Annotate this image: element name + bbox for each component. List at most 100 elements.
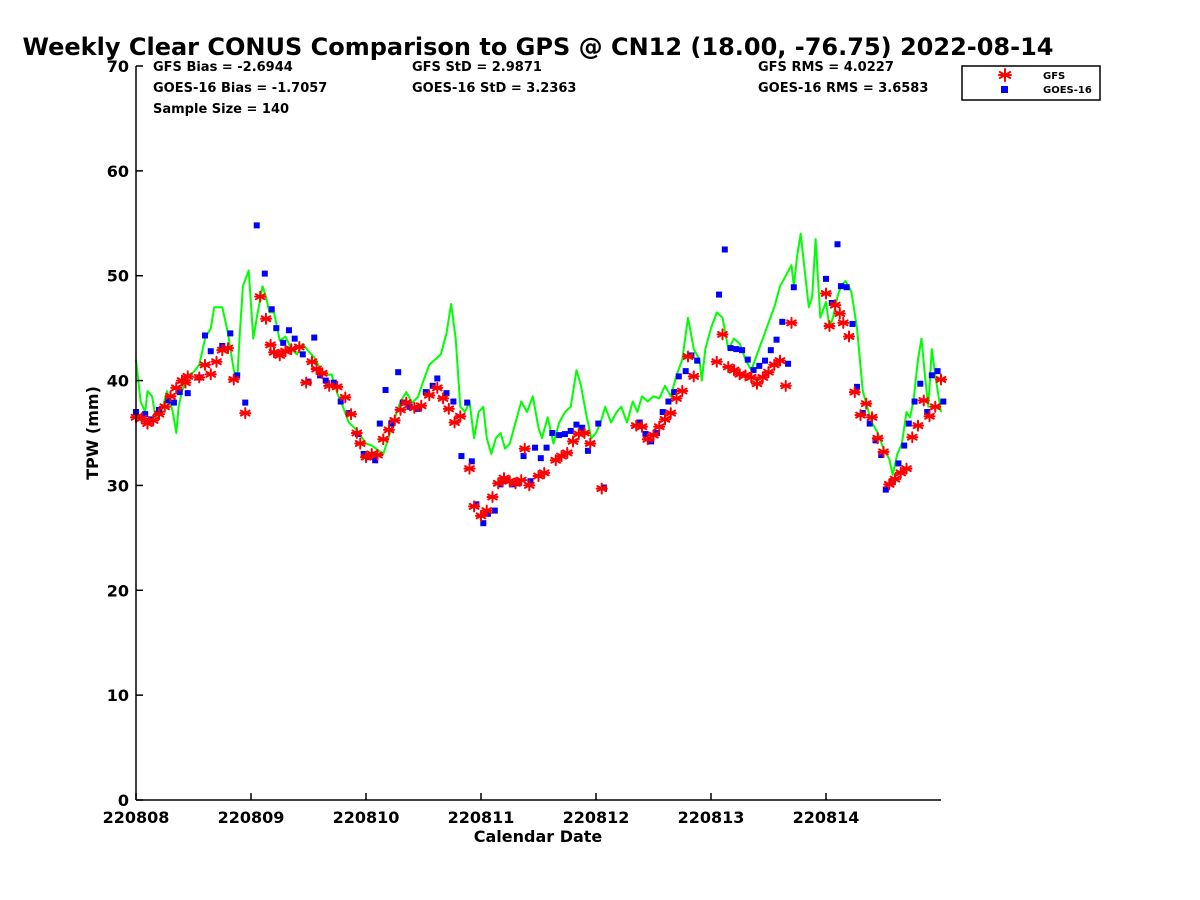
legend-box [961,65,1101,101]
gfs-point [239,407,252,420]
gfs-point [670,392,683,405]
gfs-point [153,408,165,421]
goes-point [520,453,527,460]
y-tick-label: 10 [107,686,129,705]
gfs-point [345,408,358,421]
y-ticks: 0 10 20 30 40 50 60 70 [107,57,143,810]
gfs-point [147,414,160,427]
gfs-point [917,394,930,407]
gfs-point [929,400,942,413]
gfs-point [463,462,476,475]
goes-point [280,339,287,346]
stat-gfs-rms: GFS RMS = 4.0227 [758,60,894,75]
gfs-point [923,410,936,423]
goes-point [895,460,902,467]
x-tick-label: 220812 [563,808,630,827]
gfs-point [480,504,493,517]
goes-point [940,398,947,405]
gfs-point [823,320,836,333]
gfs-point [664,407,677,420]
y-tick-label: 60 [107,162,129,181]
goes-point [443,390,450,397]
goes-point [682,368,689,375]
gfs-point [659,413,671,426]
stat-gfs-bias: GFS Bias = -2.6944 [153,60,293,75]
gfs-point [515,474,528,487]
goes-point [242,399,249,406]
goes-point [917,380,924,387]
goes-point [273,325,280,332]
goes-point [849,320,856,327]
stat-goes-rms: GOES-16 RMS = 3.6583 [758,81,928,96]
gfs-point [170,381,183,394]
gfs-point [538,466,551,479]
gfs-point [293,341,306,354]
goes-point [285,327,292,334]
legend-goes-marker [1001,86,1008,93]
legend-gfs-asterisk [998,68,1012,82]
x-tick-label: 220814 [793,808,860,827]
goes-point [291,335,298,342]
gfs-point [492,477,505,490]
gfs-point [331,380,344,393]
gfs-point [377,433,390,446]
gfs-point [762,366,775,379]
gfs-point [756,371,769,384]
goes-point [721,246,728,253]
stat-gfs-std: GFS StD = 2.9871 [412,60,542,75]
goes-point [337,398,344,405]
goes-point [170,399,177,406]
gfs-point [561,446,574,459]
goes-point [694,357,701,364]
goes-point [665,398,672,405]
gfs-point [912,419,924,432]
goes-point [878,452,885,459]
gfs-point [889,473,901,486]
stat-goes-bias: GOES-16 Bias = -1.7057 [153,81,327,96]
gfs-point [316,367,329,380]
gfs-point [871,432,884,445]
goes-point [395,369,402,376]
goes-point [464,399,471,406]
gfs-point [199,358,211,371]
gfs-point [135,412,148,425]
gfs-point [158,400,171,413]
gfs-point [442,402,455,415]
gfs-point [300,376,313,389]
gfs-point [305,355,318,368]
y-tick-label: 50 [107,267,129,286]
goes-point [767,347,774,354]
gfs-point [820,287,832,300]
goes-point [406,403,413,410]
gfs-point [636,420,648,433]
goes-point [750,367,757,374]
goes-point [165,397,172,404]
x-axis-label: Calendar Date [474,827,603,846]
goes-point [744,356,751,363]
legend-gfs-marker [998,68,1012,82]
goes-point [671,389,678,396]
goes-point [299,351,306,358]
legend-gfs-label: GFS [1043,71,1065,82]
goes-point [532,444,539,451]
gfs-point [682,350,694,363]
plot-series [130,222,947,527]
gfs-point [400,396,413,409]
goes-point [484,510,491,517]
gfs-point [383,423,395,436]
goes-point [823,275,829,282]
goes-point [901,442,908,449]
gfs-point [259,312,272,325]
goes-point [556,432,563,439]
gfs-point [906,431,919,444]
goes-point [567,427,574,434]
y-tick-label: 0 [118,791,129,810]
goes-point [268,306,275,313]
gfs-point [437,392,450,405]
goes-point [762,357,769,364]
goes-point [928,372,935,379]
x-tick-label: 220811 [448,808,515,827]
gfs-point [210,355,223,368]
goes-point [372,457,379,464]
